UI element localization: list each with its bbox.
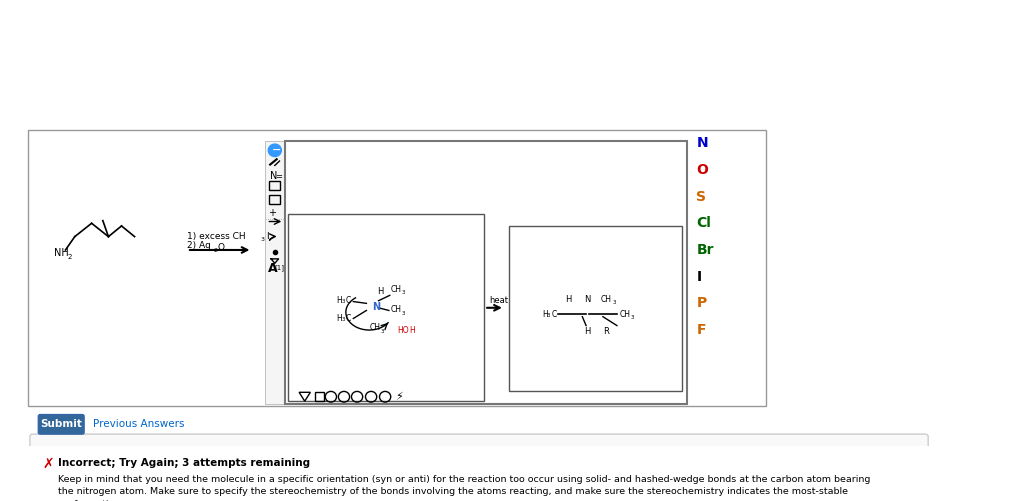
Text: =: = <box>274 172 282 181</box>
Text: −: − <box>272 145 282 155</box>
Text: N: N <box>696 136 708 150</box>
Text: 2) Ag: 2) Ag <box>187 241 211 250</box>
FancyBboxPatch shape <box>509 226 682 390</box>
Text: 3: 3 <box>341 299 345 304</box>
Bar <box>315 392 325 401</box>
Text: CH: CH <box>391 305 401 314</box>
Text: HO: HO <box>397 326 409 335</box>
FancyBboxPatch shape <box>28 130 767 406</box>
Text: 3: 3 <box>631 315 635 320</box>
Text: Submit: Submit <box>40 419 82 429</box>
Text: Previous Answers: Previous Answers <box>93 419 185 429</box>
Text: N: N <box>585 295 591 304</box>
Text: P: P <box>696 297 707 310</box>
Text: N: N <box>372 303 380 313</box>
Text: C: C <box>552 310 557 319</box>
FancyBboxPatch shape <box>38 414 84 434</box>
Text: CH: CH <box>601 295 612 304</box>
Text: H: H <box>337 297 342 305</box>
Text: 3: 3 <box>341 317 345 322</box>
Text: F: F <box>696 323 706 337</box>
Text: H: H <box>585 328 591 337</box>
Text: NH: NH <box>54 248 69 258</box>
Text: ✗: ✗ <box>42 456 53 470</box>
Bar <box>269 195 281 204</box>
Text: 2: 2 <box>213 248 217 253</box>
Text: H: H <box>542 310 548 319</box>
Text: heat: heat <box>488 297 508 305</box>
Text: O: O <box>696 163 709 177</box>
Text: S: S <box>696 189 707 203</box>
Text: 3: 3 <box>402 291 406 296</box>
Text: R: R <box>603 328 609 337</box>
Text: N: N <box>270 171 278 181</box>
Text: 3: 3 <box>547 313 550 318</box>
FancyBboxPatch shape <box>264 141 285 404</box>
Text: [1]: [1] <box>274 265 285 272</box>
Text: C: C <box>346 297 351 305</box>
Text: 3: 3 <box>261 237 265 242</box>
Text: H: H <box>565 295 571 304</box>
Text: conformation.: conformation. <box>58 500 124 501</box>
Circle shape <box>268 144 282 157</box>
Bar <box>269 181 281 190</box>
Text: 2: 2 <box>68 254 72 260</box>
Text: H: H <box>410 326 415 335</box>
Text: 3: 3 <box>402 311 406 316</box>
Text: CH: CH <box>370 323 380 332</box>
FancyBboxPatch shape <box>30 434 928 501</box>
Text: 3: 3 <box>612 300 615 305</box>
Text: A: A <box>268 262 278 275</box>
Text: 3: 3 <box>381 329 384 334</box>
Text: Keep in mind that you need the molecule in a specific orientation (syn or anti) : Keep in mind that you need the molecule … <box>58 475 870 484</box>
Text: O: O <box>218 243 225 252</box>
Text: +: + <box>268 208 276 218</box>
Text: CH: CH <box>620 310 631 319</box>
Text: H: H <box>337 314 342 323</box>
Text: H: H <box>377 288 383 297</box>
Text: ⚡: ⚡ <box>395 392 403 402</box>
Text: Br: Br <box>696 243 714 257</box>
FancyBboxPatch shape <box>285 141 687 404</box>
FancyBboxPatch shape <box>288 214 484 401</box>
Text: I: I <box>266 232 269 241</box>
Text: Cl: Cl <box>696 216 712 230</box>
Text: I: I <box>696 270 701 284</box>
Text: 1) excess CH: 1) excess CH <box>187 232 246 241</box>
Text: the nitrogen atom. Make sure to specify the stereochemistry of the bonds involvi: the nitrogen atom. Make sure to specify … <box>58 487 848 496</box>
Text: Incorrect; Try Again; 3 attempts remaining: Incorrect; Try Again; 3 attempts remaini… <box>58 458 310 468</box>
Text: CH: CH <box>391 285 401 294</box>
Text: C: C <box>346 314 351 323</box>
